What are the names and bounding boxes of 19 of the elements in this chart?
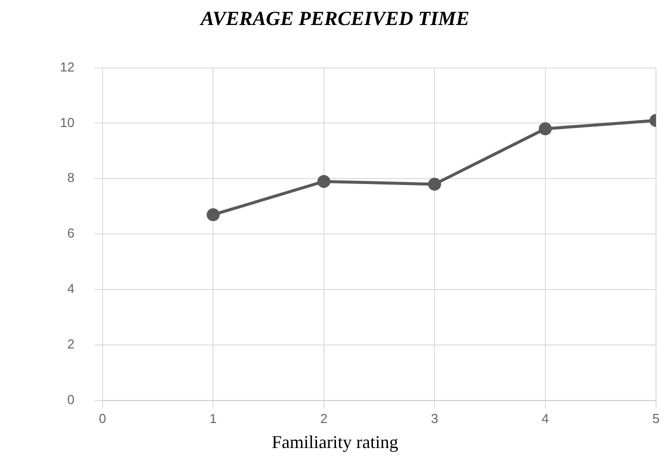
x-tick-label: 0 (98, 410, 106, 426)
chart-title: AVERAGE PERCEIVED TIME (198, 8, 470, 31)
x-tick-label: 3 (430, 410, 438, 426)
x-tick-label: 4 (542, 410, 549, 426)
point (538, 122, 552, 136)
y-tick-label: 4 (67, 281, 74, 296)
x-tick-label: 1 (210, 410, 217, 426)
point (206, 208, 220, 222)
x-tick-label: 5 (652, 410, 660, 426)
point (428, 178, 442, 191)
x-tick-label: 2 (320, 410, 328, 426)
y-tick-label: 8 (67, 170, 74, 186)
y-tick-label: 6 (67, 226, 74, 241)
y-tick-label: 0 (67, 392, 74, 407)
y-tick-label: 2 (67, 336, 74, 352)
y-tick-label: 10 (60, 114, 74, 130)
x-axis-title: Familiarity rating (270, 432, 400, 453)
y-tick-label: 12 (60, 59, 74, 74)
point (317, 174, 330, 188)
